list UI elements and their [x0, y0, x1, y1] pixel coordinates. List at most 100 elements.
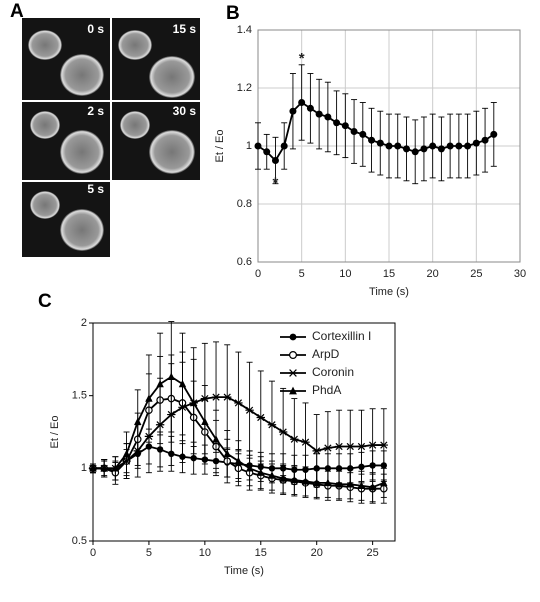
image-label: 2 s: [87, 104, 104, 118]
data-point: [420, 145, 428, 153]
data-point: [111, 464, 120, 472]
panel-label: A: [10, 1, 24, 22]
plot-frame: [92, 322, 396, 542]
data-point: [189, 398, 198, 407]
data-point: [334, 442, 344, 451]
x-axis-label: Time (s): [224, 565, 264, 577]
legend-marker: [289, 351, 298, 360]
data-point: [359, 130, 367, 138]
x-tick-label: 20: [311, 547, 323, 559]
legend-marker: [289, 333, 297, 341]
data-point: [323, 444, 333, 452]
data-point: [446, 142, 454, 150]
data-point: [333, 119, 341, 127]
annotation: *: [299, 50, 305, 67]
y-tick-label: 2: [81, 317, 87, 329]
micrograph: 15 s: [112, 18, 200, 100]
data-point: [368, 441, 377, 449]
y-tick-label: 1: [246, 140, 252, 152]
y-tick-label: 0.8: [237, 198, 252, 210]
data-point: [256, 413, 265, 422]
data-point: [289, 107, 297, 115]
data-point: [394, 142, 402, 150]
data-point: [437, 145, 445, 153]
annotation: *: [273, 175, 279, 192]
x-tick-label: 10: [339, 268, 351, 280]
data-point: [411, 148, 419, 156]
data-point: [201, 417, 209, 426]
legend-marker: [288, 369, 298, 377]
data-point: [145, 394, 153, 402]
image-label: 15 s: [173, 22, 197, 36]
data-line: [257, 101, 495, 162]
y-axis-label: Et / Eo: [214, 129, 226, 162]
data-point: [263, 148, 271, 156]
data-point: [267, 421, 277, 429]
data-point: [472, 139, 480, 147]
data-point: [234, 399, 243, 407]
data-point: [134, 417, 142, 426]
data-point: [271, 157, 279, 164]
data-point: [212, 435, 220, 443]
data-point: [376, 139, 384, 147]
data-point: [178, 379, 187, 388]
data-point: [298, 99, 306, 106]
data-point: [254, 142, 262, 150]
data-point: [380, 478, 388, 487]
data-point: [301, 477, 310, 485]
data-point: [346, 442, 355, 451]
x-tick-label: 10: [199, 547, 211, 559]
y-tick-label: 1: [81, 462, 87, 474]
y-tick-label: 0.6: [237, 256, 252, 268]
data-point: [122, 449, 131, 457]
x-tick-label: 15: [383, 268, 395, 280]
data-point: [324, 113, 332, 121]
data-point: [357, 442, 366, 451]
data-point: [346, 480, 354, 488]
legend-label: PhdA: [312, 383, 341, 397]
x-tick-label: 20: [427, 268, 439, 280]
x-tick-label: 5: [146, 547, 152, 559]
data-point: [315, 110, 323, 118]
data-point: [290, 435, 299, 443]
data-point: [234, 456, 243, 465]
data-point: [312, 447, 321, 455]
data-point: [279, 474, 287, 482]
data-point: [379, 441, 389, 449]
x-tick-label: 25: [470, 268, 482, 280]
data-point: [245, 406, 254, 414]
data-point: [481, 136, 489, 144]
data-point: [290, 475, 299, 484]
data-point: [335, 480, 343, 488]
data-point: [368, 483, 377, 491]
x-tick-label: 0: [90, 547, 96, 559]
image-label: 5 s: [87, 182, 104, 196]
x-tick-label: 30: [514, 268, 526, 280]
data-point: [268, 471, 276, 479]
data-point: [156, 379, 164, 388]
data-point: [455, 142, 463, 150]
data-point: [402, 145, 410, 153]
data-point: [490, 130, 498, 138]
data-point: [357, 481, 366, 489]
panel-label: B: [226, 3, 240, 24]
data-point: [301, 438, 310, 446]
micrograph: 0 s: [22, 18, 110, 100]
panel-label: C: [38, 291, 52, 312]
data-point: [167, 372, 175, 380]
data-point: [245, 464, 254, 472]
data-point: [324, 478, 332, 487]
y-axis-label: Et / Eo: [49, 415, 61, 448]
legend-label: Cortexillin I: [312, 329, 371, 343]
legend-label: Coronin: [312, 365, 354, 379]
data-point: [100, 464, 108, 472]
x-tick-label: 5: [299, 268, 305, 280]
data-point: [350, 128, 358, 135]
image-label: 0 s: [87, 22, 104, 36]
data-point: [280, 142, 288, 150]
data-point: [385, 142, 393, 150]
data-point: [223, 449, 231, 457]
y-tick-label: 1.4: [237, 24, 252, 36]
data-point: [89, 464, 97, 472]
